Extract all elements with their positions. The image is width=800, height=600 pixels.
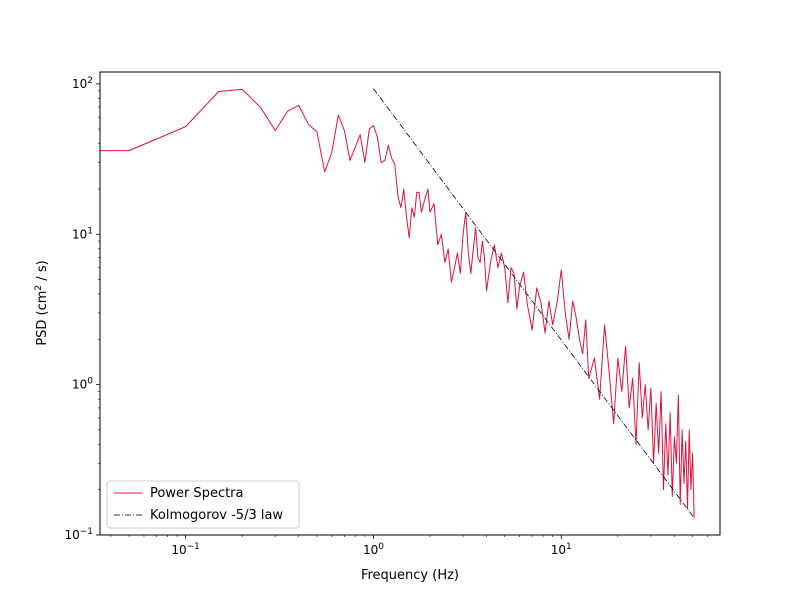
plot-area: [100, 88, 695, 519]
x-tick-label: 100: [363, 542, 384, 557]
y-tick-label: 102: [72, 76, 93, 91]
x-tick-label: 101: [551, 542, 572, 557]
axes: 10−1 100 101 10−1 100 101 102: [64, 71, 721, 557]
legend: Power Spectra Kolmogorov -5/3 law: [106, 480, 300, 529]
series-line-power-spectra: [100, 88, 695, 518]
x-tick-label: 10−1: [171, 542, 200, 557]
x-axis-label: Frequency (Hz): [361, 568, 459, 583]
y-tick-label: 10−1: [64, 527, 93, 542]
y-tick-label: 100: [72, 377, 93, 392]
legend-label-power-spectra: Power Spectra: [150, 486, 244, 501]
legend-box: [106, 480, 300, 529]
y-axis-label: PSD (cm2 / s): [34, 260, 50, 345]
axes-frame: [99, 71, 721, 536]
series-line-kolmogorov: [373, 88, 695, 519]
legend-label-kolmogorov: Kolmogorov -5/3 law: [150, 508, 283, 523]
y-tick-label: 101: [72, 226, 93, 241]
